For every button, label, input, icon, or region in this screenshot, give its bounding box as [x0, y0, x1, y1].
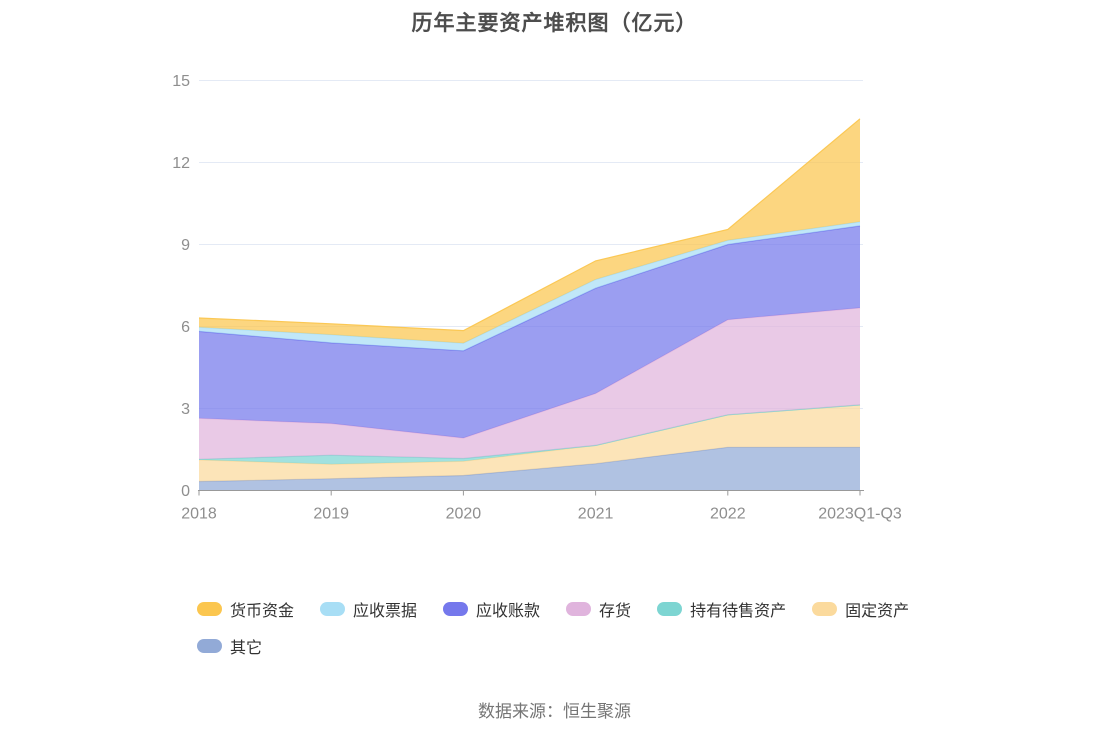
held-for-sale-assets-swatch — [657, 602, 683, 616]
chart-title: 历年主要资产堆积图（亿元） — [411, 12, 698, 35]
legend-label: 应收票据 — [353, 603, 418, 620]
accounts-receivable-area — [199, 225, 860, 438]
x-axis-label: 2023Q1-Q3 — [818, 506, 902, 523]
legend-label: 持有待售资产 — [690, 603, 787, 620]
legend-label: 应收账款 — [476, 603, 541, 620]
legend-label: 固定资产 — [845, 603, 910, 620]
notes-receivable-line — [198, 221, 861, 344]
inventory-area — [199, 307, 860, 460]
other-swatch — [197, 639, 222, 653]
inventory-swatch — [566, 602, 592, 616]
legend-item-held-for-sale-assets[interactable]: 持有待售资产 — [657, 599, 787, 620]
y-axis-label: 12 — [172, 155, 190, 172]
data-source-text: 数据来源：恒生聚源 — [478, 702, 631, 721]
x-axis-label: 2019 — [313, 506, 349, 523]
other-area — [199, 447, 860, 491]
legend-label: 存货 — [599, 603, 632, 620]
legend-item-notes-receivable[interactable]: 应收票据 — [320, 599, 418, 620]
y-axis-label: 3 — [181, 401, 190, 418]
y-axis-label: 15 — [172, 73, 190, 90]
notes-receivable-swatch — [320, 602, 346, 616]
x-axis-label: 2021 — [578, 506, 614, 523]
legend-item-accounts-receivable[interactable]: 应收账款 — [443, 599, 541, 620]
legend-item-fixed-assets[interactable]: 固定资产 — [812, 599, 910, 620]
y-axis-label: 6 — [181, 319, 190, 336]
legend-label: 其它 — [230, 640, 263, 657]
legend-label: 货币资金 — [230, 603, 295, 620]
fixed-assets-area — [199, 404, 860, 482]
legend-item-other[interactable]: 其它 — [197, 636, 263, 657]
accounts-receivable-swatch — [443, 602, 469, 616]
stacked-area-chart: 0 3 6 9 12 15 2018 2019 2020 2021 2022 2023Q1-Q3 — [172, 73, 902, 523]
monetary-funds-area — [199, 118, 860, 344]
chart-legend: 货币资金 应收票据 应收账款 存货 持有待售资产 固定资产 其它 — [197, 599, 919, 657]
y-axis-label: 9 — [181, 237, 190, 254]
x-axis-label: 2020 — [446, 506, 482, 523]
legend-item-monetary-funds[interactable]: 货币资金 — [197, 599, 295, 620]
legend-item-inventory[interactable]: 存货 — [566, 599, 632, 620]
fixed-assets-swatch — [812, 602, 838, 616]
x-axis-label: 2022 — [710, 506, 746, 523]
y-axis-label: 0 — [181, 483, 190, 500]
monetary-funds-swatch — [197, 602, 222, 616]
notes-receivable-area — [199, 221, 860, 351]
monetary-funds-line — [198, 118, 861, 332]
x-axis-label: 2018 — [181, 506, 217, 523]
